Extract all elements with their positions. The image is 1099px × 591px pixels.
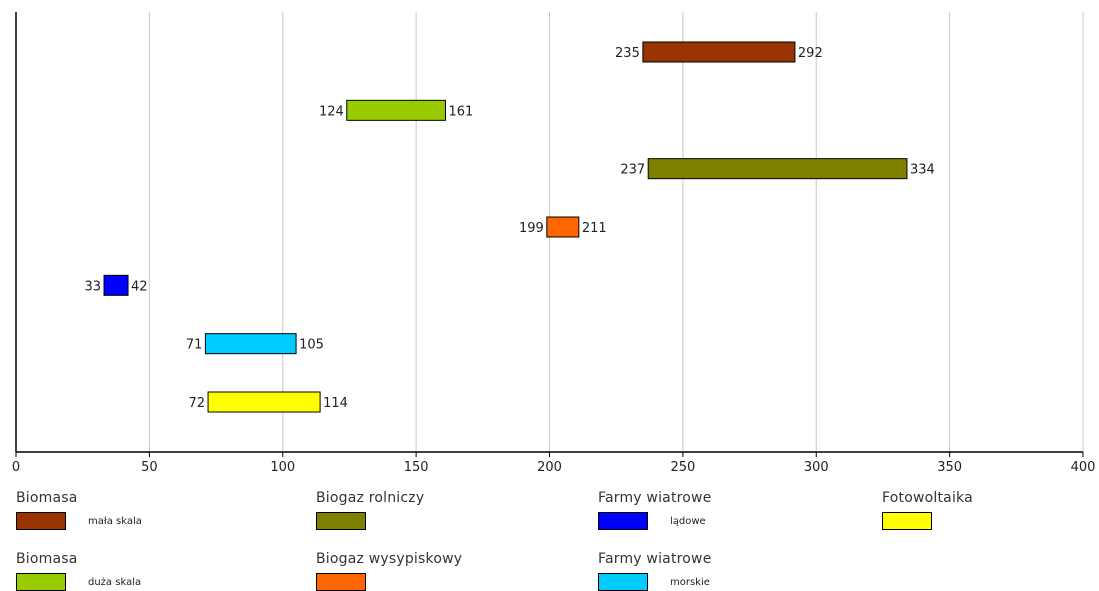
legend-title: Biogaz rolniczy: [316, 490, 425, 506]
bar-biomasa-duza: [346, 99, 446, 121]
bar-start-label-biogaz-wysypiskowy: 199: [519, 221, 544, 236]
legend-swatch: [16, 573, 66, 591]
legend-swatch: [598, 573, 648, 591]
legend-title: Biomasa: [16, 490, 78, 506]
legend-title: Farmy wiatrowe: [598, 490, 712, 506]
legend-subtitle: lądowe: [670, 516, 706, 527]
bar-end-label-biomasa-duza: 161: [448, 104, 473, 119]
bar-end-label-biomasa-mala: 292: [798, 46, 823, 61]
legend-subtitle: duża skala: [88, 577, 142, 588]
bar-end-label-farmy-morskie: 105: [299, 338, 324, 353]
bar-biogaz-wysypiskowy: [546, 216, 580, 238]
bar-start-label-farmy-morskie: 71: [186, 338, 203, 353]
x-tick-label-100: 100: [270, 460, 295, 475]
x-tick-label-200: 200: [537, 460, 562, 475]
bar-farmy-ladowe: [103, 274, 129, 296]
legend-swatch: [598, 512, 648, 530]
legend-title: Farmy wiatrowe: [598, 551, 712, 567]
bar-start-label-fotowoltaika: 72: [189, 396, 206, 411]
range-bar-chart: 0 50 100 150 200 250 300 350 400 235 292 124 161 237 3…: [12, 12, 1096, 475]
bar-start-label-biogaz-rolniczy: 237: [620, 163, 645, 178]
bar-end-label-fotowoltaika: 114: [323, 396, 348, 411]
x-tick-label-400: 400: [1071, 460, 1096, 475]
bar-start-label-biomasa-duza: 124: [319, 104, 344, 119]
bar-start-label-farmy-ladowe: 33: [84, 279, 101, 294]
legend-subtitle: morskie: [670, 577, 710, 588]
x-tick-label-50: 50: [141, 460, 158, 475]
legend-title: Biogaz wysypiskowy: [316, 551, 463, 567]
bar-farmy-morskie: [204, 333, 297, 355]
legend-title: Fotowoltaika: [882, 490, 973, 506]
bar-end-label-biogaz-rolniczy: 334: [910, 163, 935, 178]
x-tick-label-150: 150: [404, 460, 429, 475]
legend-title: Biomasa: [16, 551, 78, 567]
bar-start-label-biomasa-mala: 235: [615, 46, 640, 61]
legend-subtitle: mała skala: [88, 516, 142, 527]
legend-swatch: [16, 512, 66, 530]
bar-end-label-farmy-ladowe: 42: [131, 279, 148, 294]
x-tick-label-300: 300: [804, 460, 829, 475]
bar-biogaz-rolniczy: [647, 158, 908, 180]
legend-swatch: [882, 512, 932, 530]
x-tick-label-0: 0: [12, 460, 20, 475]
bar-biomasa-mala: [642, 41, 796, 63]
bar-fotowoltaika: [207, 391, 321, 413]
legend-swatch: [316, 512, 366, 530]
x-tick-label-250: 250: [670, 460, 695, 475]
legend-swatch: [316, 573, 366, 591]
bar-end-label-biogaz-wysypiskowy: 211: [582, 221, 607, 236]
x-tick-label-350: 350: [937, 460, 962, 475]
